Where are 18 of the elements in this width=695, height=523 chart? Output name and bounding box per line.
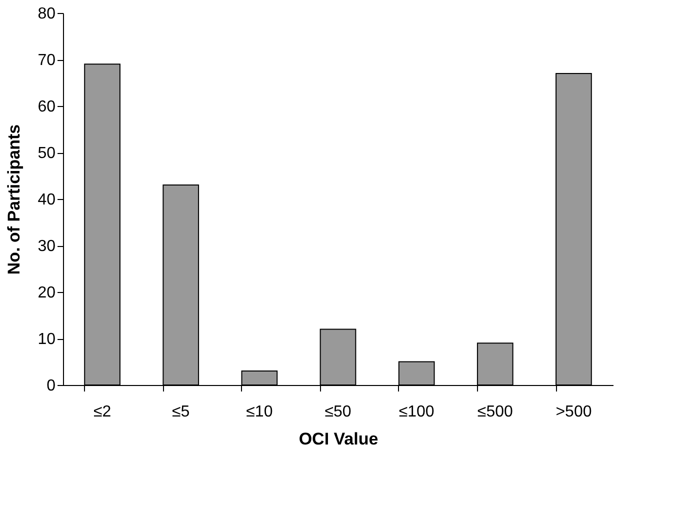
x-tick-label: ≤100: [398, 404, 434, 420]
y-axis-title: No. of Participants: [4, 124, 24, 275]
x-tick-label: ≤500: [477, 404, 513, 420]
y-tick-label: 50: [38, 145, 56, 162]
y-tick-label: 80: [38, 6, 56, 22]
x-tick-label: >500: [556, 404, 592, 420]
y-tick-label: 0: [46, 378, 56, 394]
y-tick-label: 20: [38, 284, 56, 302]
x-tick-label: ≤5: [172, 404, 190, 420]
y-tick-label: 10: [38, 331, 56, 348]
x-tick-label: ≤50: [324, 404, 352, 420]
x-tick-label: ≤10: [246, 404, 273, 420]
y-tick-label: 60: [38, 98, 56, 116]
y-tick-label: 40: [38, 192, 56, 208]
x-axis-title: OCI Value: [298, 430, 378, 448]
y-tick-label: 30: [38, 238, 56, 255]
y-tick-label: 70: [38, 52, 56, 69]
x-tick-label: ≤2: [93, 404, 112, 420]
